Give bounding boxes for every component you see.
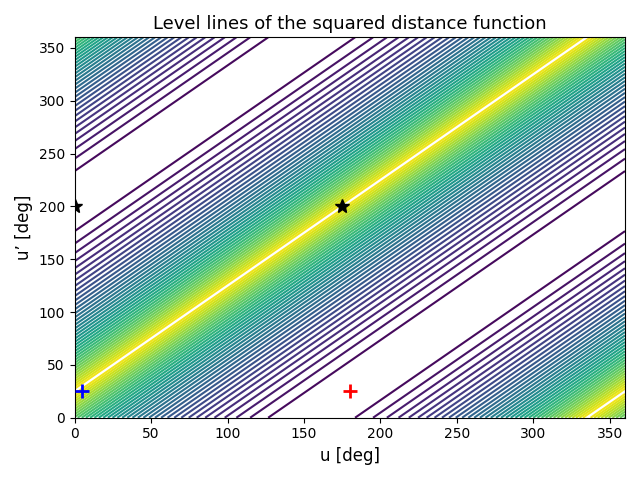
X-axis label: u [deg]: u [deg]	[320, 447, 380, 465]
Y-axis label: u’ [deg]: u’ [deg]	[15, 195, 33, 260]
Title: Level lines of the squared distance function: Level lines of the squared distance func…	[153, 15, 547, 33]
